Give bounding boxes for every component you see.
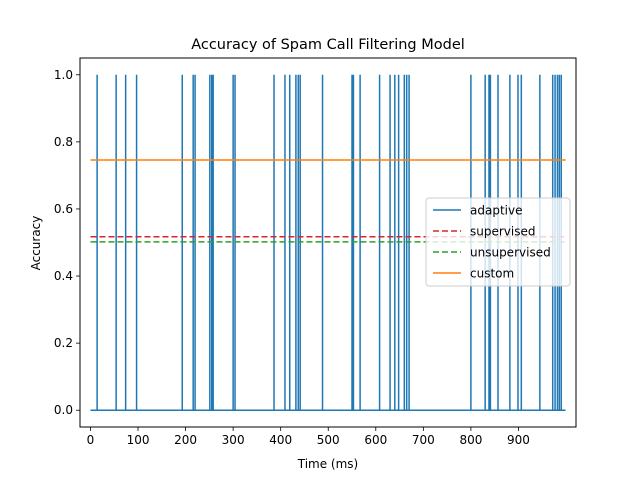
x-tick-label: 200 bbox=[174, 433, 197, 447]
x-tick-label: 800 bbox=[459, 433, 482, 447]
x-axis-label: Time (ms) bbox=[297, 457, 359, 471]
y-tick-label: 1.0 bbox=[54, 68, 73, 82]
x-tick-label: 0 bbox=[87, 433, 95, 447]
y-tick-label: 0.4 bbox=[54, 269, 73, 283]
plot-area bbox=[90, 74, 566, 411]
legend-label-adaptive: adaptive bbox=[470, 204, 522, 218]
y-axis: 0.0 0.2 0.4 0.6 0.8 1.0 bbox=[54, 68, 80, 417]
y-tick-label: 0.8 bbox=[54, 135, 73, 149]
x-axis: 0 100 200 300 400 500 600 700 800 900 bbox=[87, 427, 530, 447]
x-tick-label: 700 bbox=[412, 433, 435, 447]
x-tick-label: 300 bbox=[222, 433, 245, 447]
x-tick-label: 500 bbox=[317, 433, 340, 447]
x-tick-label: 400 bbox=[269, 433, 292, 447]
series-line-adaptive bbox=[90, 74, 566, 411]
legend-box bbox=[425, 197, 571, 287]
legend-label-supervised: supervised bbox=[470, 225, 535, 239]
y-tick-label: 0.0 bbox=[54, 403, 73, 417]
x-tick-label: 900 bbox=[507, 433, 530, 447]
legend-label-custom: custom bbox=[470, 267, 514, 281]
legend-label-unsupervised: unsupervised bbox=[470, 246, 551, 260]
legend: adaptive supervised unsupervised custom bbox=[425, 197, 571, 287]
x-tick-label: 600 bbox=[364, 433, 387, 447]
x-tick-label: 100 bbox=[127, 433, 150, 447]
chart-title: Accuracy of Spam Call Filtering Model bbox=[191, 37, 465, 53]
y-tick-label: 0.6 bbox=[54, 202, 73, 216]
y-tick-label: 0.2 bbox=[54, 336, 73, 350]
y-axis-label: Accuracy bbox=[29, 216, 43, 271]
